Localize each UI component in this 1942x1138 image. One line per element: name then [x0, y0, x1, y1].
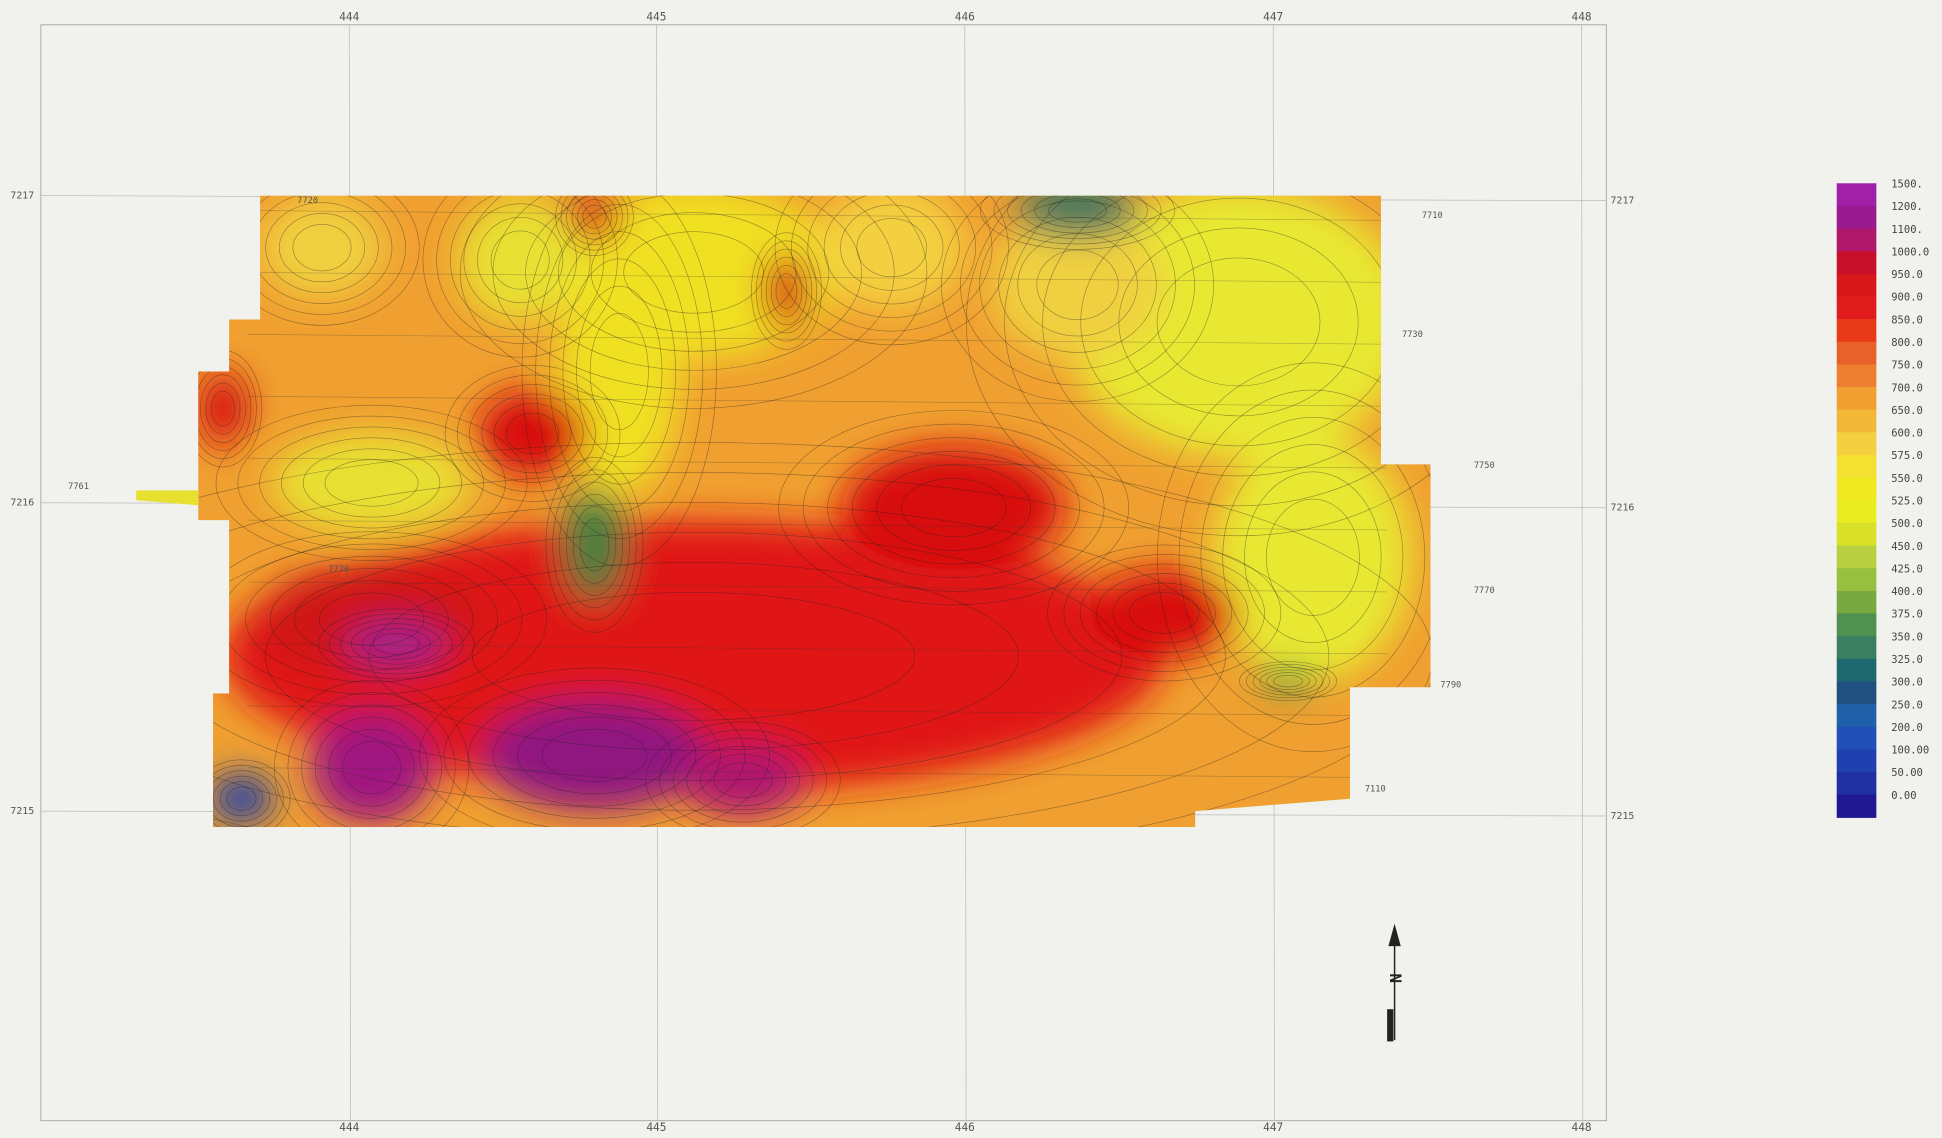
grid-label: 444 — [339, 10, 359, 23]
legend-swatch — [1837, 591, 1877, 614]
arrow-base — [1387, 1009, 1393, 1041]
grid-label: 7216 — [10, 498, 34, 509]
legend-swatch — [1837, 364, 1877, 387]
legend-swatch — [1837, 229, 1877, 252]
legend-label: 325.0 — [1891, 654, 1923, 666]
legend-label: 550.0 — [1891, 473, 1923, 485]
legend-swatch — [1837, 523, 1877, 546]
legend-swatch — [1837, 183, 1877, 206]
line-label: 7761 — [68, 482, 89, 492]
legend-label: 100.00 — [1891, 745, 1929, 757]
legend-label: 1100. — [1891, 224, 1923, 236]
legend-swatch — [1837, 795, 1877, 818]
legend-swatch — [1837, 681, 1877, 704]
legend-label: 700.0 — [1891, 382, 1923, 394]
line-label: 7710 — [1422, 211, 1443, 221]
legend-label: 900.0 — [1891, 292, 1923, 304]
color-blob — [1214, 433, 1412, 681]
grid-label: 448 — [1572, 1121, 1592, 1134]
color-blob — [477, 390, 588, 477]
legend-swatch — [1837, 704, 1877, 727]
line-label: 7110 — [1365, 784, 1386, 794]
legend-swatch — [1837, 296, 1877, 319]
color-blob — [272, 433, 470, 532]
grid-label: 445 — [646, 10, 666, 23]
legend-label: 500.0 — [1891, 518, 1923, 530]
north-label: N — [1386, 973, 1405, 983]
legend-swatch — [1837, 478, 1877, 501]
line-label: 7770 — [1474, 586, 1495, 596]
grid-label: 448 — [1572, 10, 1592, 23]
legend-label: 800.0 — [1891, 337, 1923, 349]
legend-label: 525.0 — [1891, 496, 1923, 508]
grid-label: 447 — [1263, 1121, 1283, 1134]
legend-label: 1000.0 — [1891, 246, 1929, 258]
grid-label: 447 — [1263, 10, 1283, 23]
color-blob — [458, 198, 582, 322]
legend-swatch — [1837, 251, 1877, 274]
legend-swatch — [1837, 772, 1877, 795]
legend-swatch — [1837, 568, 1877, 591]
legend-swatch — [1837, 636, 1877, 659]
legend-label: 950.0 — [1891, 269, 1923, 281]
legend-label: 350.0 — [1891, 631, 1923, 643]
legend-label: 450.0 — [1891, 541, 1923, 553]
page: 444 444 445 445 446 446 447 447 448 448 7217 7217 72… — [0, 0, 1942, 1138]
grid-label: 7215 — [1611, 811, 1635, 822]
color-blob — [483, 700, 706, 811]
legend-label: 425.0 — [1891, 563, 1923, 575]
legend-swatch — [1837, 749, 1877, 772]
grid-label: 7215 — [10, 806, 34, 817]
legend-label: 250.0 — [1891, 699, 1923, 711]
legend-swatch — [1837, 500, 1877, 523]
legend-label: 850.0 — [1891, 314, 1923, 326]
legend-label: 650.0 — [1891, 405, 1923, 417]
legend-label: 600.0 — [1891, 428, 1923, 440]
grid-label: 7216 — [1611, 503, 1635, 514]
legend-swatch — [1837, 274, 1877, 297]
grid-label: 7217 — [1611, 196, 1635, 207]
legend-label: 1500. — [1891, 179, 1923, 191]
legend-label: 200.0 — [1891, 722, 1923, 734]
color-blob — [260, 198, 384, 297]
grid-label: 7217 — [10, 191, 34, 202]
legend-label: 1200. — [1891, 201, 1923, 213]
legend-swatch — [1837, 206, 1877, 229]
grid-label: 445 — [646, 1121, 666, 1134]
grid-label: 446 — [955, 10, 975, 23]
legend-label: 400.0 — [1891, 586, 1923, 598]
grid-label: 444 — [339, 1121, 359, 1134]
legend-label: 375.0 — [1891, 609, 1923, 621]
line-label: 7770 — [328, 565, 349, 575]
legend-label: 0.00 — [1891, 790, 1916, 802]
line-label: 7720 — [297, 196, 318, 206]
grid-label: 446 — [955, 1121, 975, 1134]
color-blob — [1090, 570, 1239, 657]
line-label: 7750 — [1474, 461, 1495, 471]
legend-swatch — [1837, 727, 1877, 750]
legend-label: 750.0 — [1891, 360, 1923, 372]
map: 444 444 445 445 446 446 447 447 448 448 7217 7217 72… — [0, 0, 1942, 1138]
legend-swatch — [1837, 613, 1877, 636]
legend-label: 50.00 — [1891, 767, 1923, 779]
legend-swatch — [1837, 387, 1877, 410]
legend-swatch — [1837, 546, 1877, 569]
legend-swatch — [1837, 319, 1877, 342]
line-label: 7790 — [1440, 680, 1461, 690]
line-label: 7730 — [1402, 330, 1423, 340]
legend-swatch — [1837, 455, 1877, 478]
legend-swatch — [1837, 410, 1877, 433]
legend-swatch — [1837, 659, 1877, 682]
legend-swatch — [1837, 342, 1877, 365]
legend-label: 300.0 — [1891, 677, 1923, 689]
legend-label: 575.0 — [1891, 450, 1923, 462]
legend-swatch — [1837, 432, 1877, 455]
